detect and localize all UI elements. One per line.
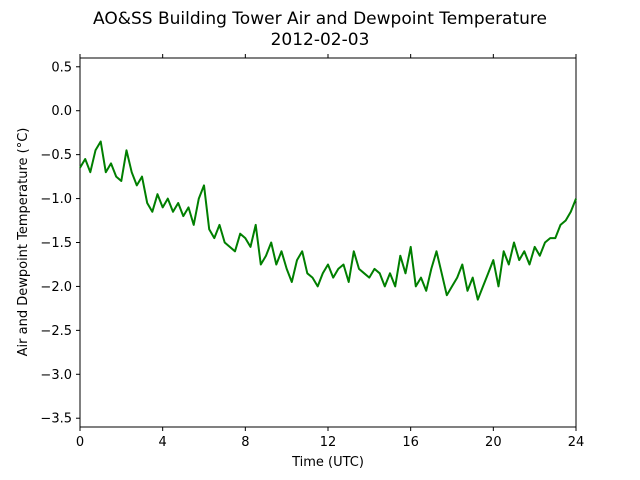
series-layer [79, 140, 577, 301]
y-axis: 0.5 0.0 −0.5 −1.0 −1.5 −2.0 −2.5 −3.0 −3.5 [40, 60, 80, 427]
y-axis-label: Air and Dewpoint Temperature (°C) [16, 128, 31, 357]
y-tick-label: −0.5 [40, 148, 72, 163]
x-tick-label: 12 [320, 435, 337, 450]
y-tick-label: 0.5 [51, 60, 72, 75]
series-line-0 [79, 140, 577, 301]
x-axis-label: Time (UTC) [291, 455, 364, 470]
x-tick-label: 8 [241, 435, 249, 450]
x-axis: 0 4 8 12 16 20 24 [76, 54, 584, 450]
y-tick-label: −1.5 [40, 236, 72, 251]
x-tick-label: 24 [568, 435, 585, 450]
y-tick-label: −2.5 [40, 324, 72, 339]
plot-area-frame [79, 57, 577, 428]
x-tick-label: 20 [485, 435, 502, 450]
chart-title: AO&SS Building Tower Air and Dewpoint Te… [93, 9, 547, 29]
y-tick-label: −3.0 [40, 368, 72, 383]
chart-subtitle: 2012-02-03 [271, 30, 370, 50]
y-tick-label: −2.0 [40, 280, 72, 295]
x-tick-label: 16 [402, 435, 419, 450]
y-tick-label: −3.5 [40, 412, 72, 427]
x-tick-label: 4 [159, 435, 167, 450]
y-tick-label: −1.0 [40, 192, 72, 207]
x-tick-label: 0 [76, 435, 84, 450]
y-tick-label: 0.0 [51, 104, 72, 119]
